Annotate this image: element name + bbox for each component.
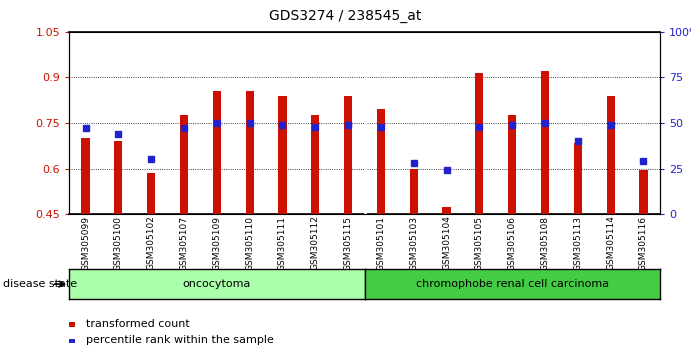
Text: percentile rank within the sample: percentile rank within the sample — [86, 335, 274, 345]
Text: chromophobe renal cell carcinoma: chromophobe renal cell carcinoma — [416, 279, 609, 289]
Bar — [574, 143, 582, 214]
Bar — [213, 91, 221, 214]
Bar — [114, 141, 122, 214]
Bar — [311, 115, 319, 214]
Bar — [541, 72, 549, 214]
Bar — [377, 109, 385, 214]
Bar — [278, 96, 287, 214]
Text: disease state: disease state — [3, 279, 77, 289]
Bar — [245, 91, 254, 214]
Text: transformed count: transformed count — [86, 319, 190, 329]
Bar — [475, 73, 484, 214]
Bar — [442, 207, 451, 214]
Bar — [180, 115, 188, 214]
Bar — [508, 115, 516, 214]
Bar — [639, 170, 647, 214]
Bar — [344, 96, 352, 214]
Text: oncocytoma: oncocytoma — [182, 279, 251, 289]
Bar — [82, 138, 90, 214]
Bar — [147, 173, 155, 214]
Bar — [410, 169, 418, 214]
Bar — [607, 96, 615, 214]
Text: GDS3274 / 238545_at: GDS3274 / 238545_at — [269, 9, 422, 23]
